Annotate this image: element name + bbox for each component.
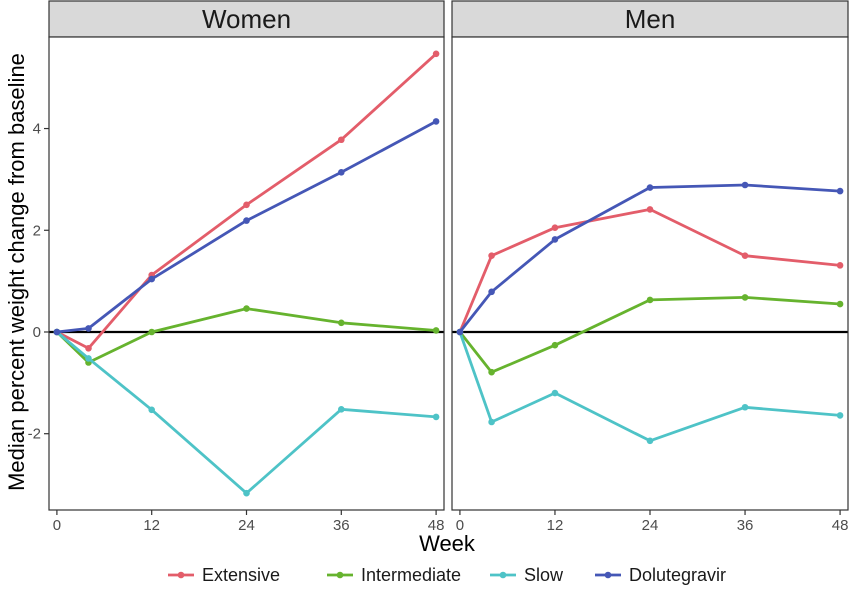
data-point-men-slow	[741, 403, 749, 411]
data-point-men-slow	[836, 412, 844, 419]
data-point-women-extensive	[432, 50, 440, 58]
strip-title-women: Women	[202, 4, 291, 34]
data-point-women-slow	[432, 413, 440, 421]
data-point-women-intermediate	[148, 328, 155, 336]
x-tick-label: 12	[143, 517, 160, 534]
data-point-men-extensive	[488, 252, 495, 259]
data-point-women-intermediate	[338, 319, 345, 327]
legend-label: Slow	[524, 565, 564, 585]
legend-label: Extensive	[202, 565, 280, 585]
series-line-women-intermediate	[55, 307, 438, 364]
data-point-men-intermediate	[551, 341, 559, 349]
data-point-men-slow	[488, 418, 495, 426]
data-point-women-extensive	[85, 344, 92, 352]
legend: Extensive Intermediate Slow Dolutegravir	[168, 565, 726, 585]
series-line-men-extensive	[458, 207, 842, 334]
legend-key-point	[499, 571, 507, 579]
data-point-men-extensive	[551, 224, 559, 232]
data-point-men-intermediate	[646, 296, 654, 304]
data-point-women-slow	[148, 406, 155, 414]
y-tick-label: -2	[28, 426, 41, 443]
series-line-women-extensive	[55, 52, 438, 350]
x-tick-label: 12	[547, 517, 564, 534]
y-tick-label: 0	[33, 324, 41, 341]
data-point-men-extensive	[646, 206, 654, 213]
data-point-men-dolutegravir	[456, 328, 464, 336]
data-point-women-slow	[338, 405, 345, 413]
x-tick-label: 48	[428, 517, 445, 534]
data-point-women-intermediate	[243, 305, 250, 312]
x-tick-label: 0	[53, 517, 61, 534]
panel-men: Men 0 12 24 36 48	[451, 0, 849, 534]
legend-key-point	[604, 571, 612, 579]
data-point-women-dolutegravir	[53, 328, 61, 336]
data-point-women-dolutegravir	[338, 168, 345, 176]
x-tick-label: 0	[456, 517, 464, 534]
series-line-men-intermediate	[458, 295, 842, 374]
data-point-women-extensive	[243, 201, 250, 209]
data-point-men-slow	[646, 437, 654, 445]
strip-men	[451, 0, 849, 38]
data-point-men-dolutegravir	[488, 288, 495, 296]
strip-women	[48, 0, 445, 38]
series-line-men-dolutegravir	[458, 183, 842, 334]
legend-item-intermediate: Intermediate	[327, 565, 461, 585]
data-point-men-dolutegravir	[741, 181, 749, 189]
legend-label: Intermediate	[361, 565, 461, 585]
x-axis-title: Week	[419, 531, 476, 556]
strip-title-men: Men	[625, 4, 676, 34]
data-point-women-dolutegravir	[432, 118, 440, 125]
series-line-men-slow	[458, 330, 842, 443]
data-point-men-dolutegravir	[836, 187, 844, 195]
data-point-women-extensive	[338, 136, 345, 144]
data-point-women-dolutegravir	[243, 217, 250, 224]
data-point-women-dolutegravir	[85, 325, 92, 332]
x-tick-label: 24	[238, 517, 255, 534]
data-point-men-dolutegravir	[646, 184, 654, 191]
data-point-men-dolutegravir	[551, 236, 559, 243]
y-tick-label: 4	[33, 121, 41, 138]
data-point-women-slow	[243, 489, 250, 497]
data-point-women-slow	[85, 355, 92, 362]
data-point-women-dolutegravir	[148, 275, 155, 283]
data-point-men-slow	[551, 389, 559, 397]
data-point-men-intermediate	[836, 300, 844, 308]
legend-item-extensive: Extensive	[168, 565, 280, 585]
data-point-men-intermediate	[741, 294, 749, 301]
legend-key-point	[336, 571, 344, 579]
series-line-women-dolutegravir	[55, 120, 438, 334]
data-point-men-extensive	[836, 262, 844, 269]
legend-item-dolutegravir: Dolutegravir	[595, 565, 726, 585]
y-tick-label: 2	[33, 222, 41, 239]
x-tick-label: 48	[832, 517, 849, 534]
legend-label: Dolutegravir	[629, 565, 726, 585]
x-tick-label: 36	[737, 517, 754, 534]
plot-area-men	[452, 37, 848, 510]
data-point-men-extensive	[741, 252, 749, 259]
data-point-women-intermediate	[432, 327, 440, 334]
plot-area-women	[49, 37, 444, 510]
x-tick-label: 24	[642, 517, 659, 534]
x-tick-label: 36	[333, 517, 350, 534]
legend-key-point	[177, 571, 185, 579]
legend-item-slow: Slow	[490, 565, 564, 585]
data-point-men-intermediate	[488, 368, 495, 376]
y-axis-title: Median percent weight change from baseli…	[4, 53, 29, 491]
series-line-women-slow	[55, 330, 438, 495]
